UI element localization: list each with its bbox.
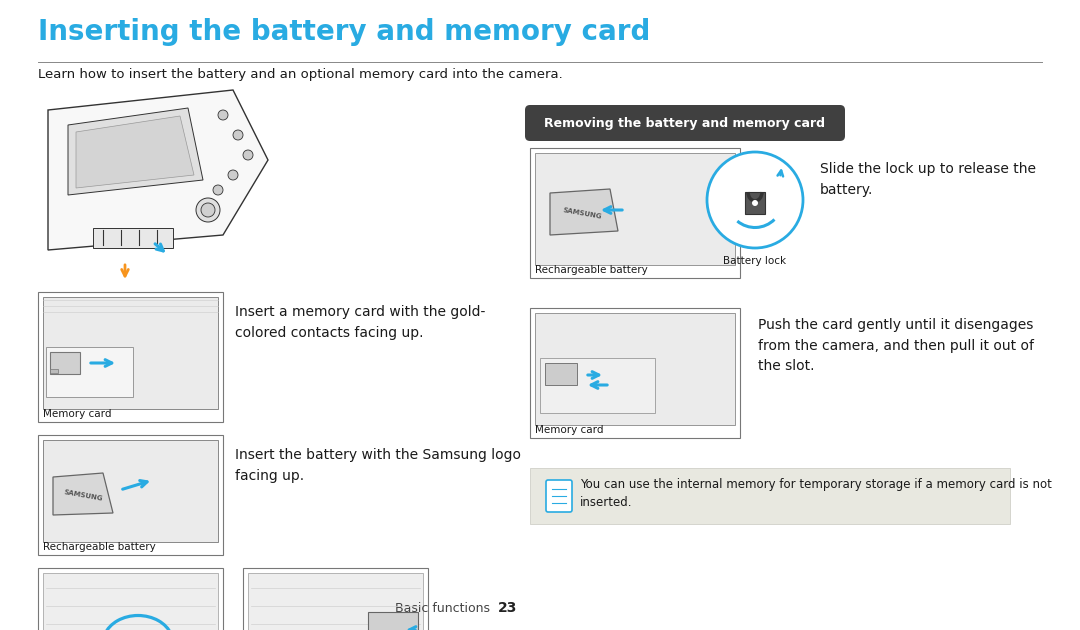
Polygon shape xyxy=(38,435,222,555)
Text: SAMSUNG: SAMSUNG xyxy=(562,207,602,219)
Polygon shape xyxy=(50,352,80,374)
Polygon shape xyxy=(243,568,428,630)
Text: Push the card gently until it disengages
from the camera, and then pull it out o: Push the card gently until it disengages… xyxy=(758,318,1034,373)
Text: Basic functions: Basic functions xyxy=(395,602,490,615)
Circle shape xyxy=(213,185,222,195)
Text: 23: 23 xyxy=(498,601,517,615)
Polygon shape xyxy=(550,189,618,235)
Text: Insert a memory card with the gold-
colored contacts facing up.: Insert a memory card with the gold- colo… xyxy=(235,305,485,340)
Polygon shape xyxy=(540,358,654,413)
Polygon shape xyxy=(43,440,218,542)
Circle shape xyxy=(707,152,804,248)
FancyBboxPatch shape xyxy=(546,480,572,512)
Text: Memory card: Memory card xyxy=(43,409,111,419)
Circle shape xyxy=(752,200,758,206)
Polygon shape xyxy=(76,116,194,188)
Text: Memory card: Memory card xyxy=(535,425,604,435)
Polygon shape xyxy=(43,297,218,409)
Circle shape xyxy=(228,170,238,180)
Text: Rechargeable battery: Rechargeable battery xyxy=(43,542,156,552)
Text: SAMSUNG: SAMSUNG xyxy=(63,489,103,501)
Polygon shape xyxy=(53,473,113,515)
Polygon shape xyxy=(535,313,735,425)
Polygon shape xyxy=(38,292,222,422)
Polygon shape xyxy=(745,192,765,214)
Polygon shape xyxy=(368,612,418,630)
Polygon shape xyxy=(535,153,735,265)
Circle shape xyxy=(201,203,215,217)
Polygon shape xyxy=(530,308,740,438)
FancyBboxPatch shape xyxy=(530,468,1010,524)
Polygon shape xyxy=(50,369,58,373)
Text: You can use the internal memory for temporary storage if a memory card is not
in: You can use the internal memory for temp… xyxy=(580,478,1052,509)
Text: Removing the battery and memory card: Removing the battery and memory card xyxy=(544,117,825,130)
Circle shape xyxy=(218,110,228,120)
Text: Inserting the battery and memory card: Inserting the battery and memory card xyxy=(38,18,650,46)
Text: Battery lock: Battery lock xyxy=(724,256,786,266)
Circle shape xyxy=(195,198,220,222)
Polygon shape xyxy=(545,363,577,385)
Text: Rechargeable battery: Rechargeable battery xyxy=(535,265,648,275)
Circle shape xyxy=(233,130,243,140)
Polygon shape xyxy=(46,347,133,397)
Circle shape xyxy=(243,150,253,160)
Text: Slide the lock up to release the
battery.: Slide the lock up to release the battery… xyxy=(820,162,1036,197)
Polygon shape xyxy=(48,90,268,250)
Text: Insert the battery with the Samsung logo
facing up.: Insert the battery with the Samsung logo… xyxy=(235,448,521,483)
Polygon shape xyxy=(38,568,222,630)
Polygon shape xyxy=(530,148,740,278)
Polygon shape xyxy=(248,573,423,630)
Polygon shape xyxy=(93,228,173,248)
Text: Learn how to insert the battery and an optional memory card into the camera.: Learn how to insert the battery and an o… xyxy=(38,68,563,81)
Polygon shape xyxy=(43,573,218,630)
Polygon shape xyxy=(68,108,203,195)
FancyBboxPatch shape xyxy=(525,105,845,141)
